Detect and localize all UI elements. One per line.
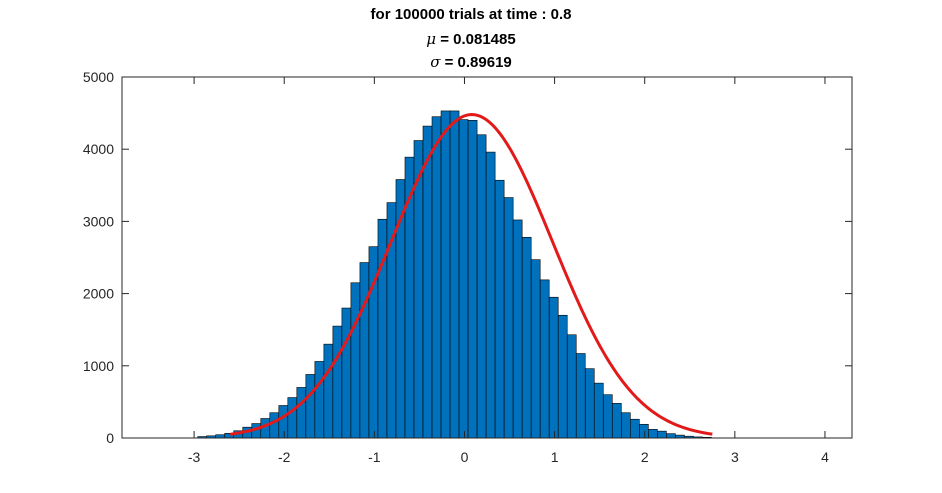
y-tick-label: 0 xyxy=(106,430,114,446)
histogram-bar xyxy=(530,259,541,439)
sigma-value: = 0.89619 xyxy=(440,54,512,71)
histogram-bar xyxy=(467,120,478,439)
y-tick-label: 2000 xyxy=(83,286,114,302)
x-tick-label: 3 xyxy=(731,449,739,465)
histogram-bar xyxy=(359,262,370,439)
histogram-bar xyxy=(584,368,595,439)
x-tick-label: 1 xyxy=(551,449,559,465)
histogram-bar xyxy=(539,279,550,439)
y-axis: 0 1000 2000 3000 4000 5000 xyxy=(83,69,852,446)
histogram-bar xyxy=(629,418,640,439)
histogram-bar xyxy=(611,403,622,439)
sigma-symbol: σ xyxy=(430,53,441,71)
histogram-bar xyxy=(341,307,352,439)
histogram-bars xyxy=(197,110,712,439)
histogram-bar xyxy=(422,125,433,439)
histogram-bar xyxy=(323,343,334,439)
histogram-bar xyxy=(440,110,451,439)
x-tick-label: -2 xyxy=(278,449,291,465)
histogram-bar xyxy=(503,197,514,439)
histogram-bar xyxy=(566,334,577,439)
histogram-bar xyxy=(521,236,532,439)
histogram-bar xyxy=(657,430,667,439)
histogram-bar xyxy=(476,134,487,439)
x-tick-label: 4 xyxy=(821,449,829,465)
chart-subtitle-mu: μ = 0.081485 xyxy=(0,30,942,49)
chart-title: for 100000 trials at time : 0.8 xyxy=(370,6,572,23)
histogram-bar xyxy=(494,179,505,439)
histogram-bar xyxy=(620,412,631,439)
histogram-bar xyxy=(314,361,325,439)
histogram-bar xyxy=(278,405,289,439)
histogram-bar xyxy=(296,387,307,439)
y-tick-label: 3000 xyxy=(83,213,114,229)
x-tick-label: -3 xyxy=(188,449,201,465)
histogram-bar xyxy=(512,219,523,439)
x-tick-label: 0 xyxy=(461,449,469,465)
histogram-bar xyxy=(648,429,658,439)
histogram-bar xyxy=(305,374,316,439)
mu-symbol: μ xyxy=(426,30,437,48)
histogram-bar xyxy=(431,116,442,439)
x-axis: -3 -2 -1 0 1 2 3 4 xyxy=(188,77,829,465)
y-tick-label: 5000 xyxy=(83,69,114,85)
histogram-bar xyxy=(557,314,568,439)
mu-value: = 0.081485 xyxy=(436,31,516,48)
y-tick-label: 1000 xyxy=(83,358,114,374)
x-tick-label: -1 xyxy=(368,449,381,465)
y-tick-label: 4000 xyxy=(83,141,114,157)
chart-subtitle-sigma: σ = 0.89619 xyxy=(0,53,942,72)
histogram-bar xyxy=(269,412,280,439)
histogram-bar xyxy=(602,394,613,439)
histogram-bar xyxy=(350,282,361,439)
histogram-bar xyxy=(449,110,460,439)
normal-fit-curve xyxy=(229,113,713,436)
histogram-bar xyxy=(575,353,586,439)
histogram-bar xyxy=(332,325,343,439)
histogram-bar xyxy=(548,296,559,439)
histogram-bar xyxy=(485,151,496,439)
histogram-bar xyxy=(593,382,604,439)
histogram-bar xyxy=(666,433,676,439)
x-tick-label: 2 xyxy=(641,449,649,465)
histogram-bar xyxy=(287,397,298,439)
axes-box xyxy=(121,76,853,439)
histogram-bar xyxy=(639,423,649,439)
histogram-bar xyxy=(458,119,469,439)
